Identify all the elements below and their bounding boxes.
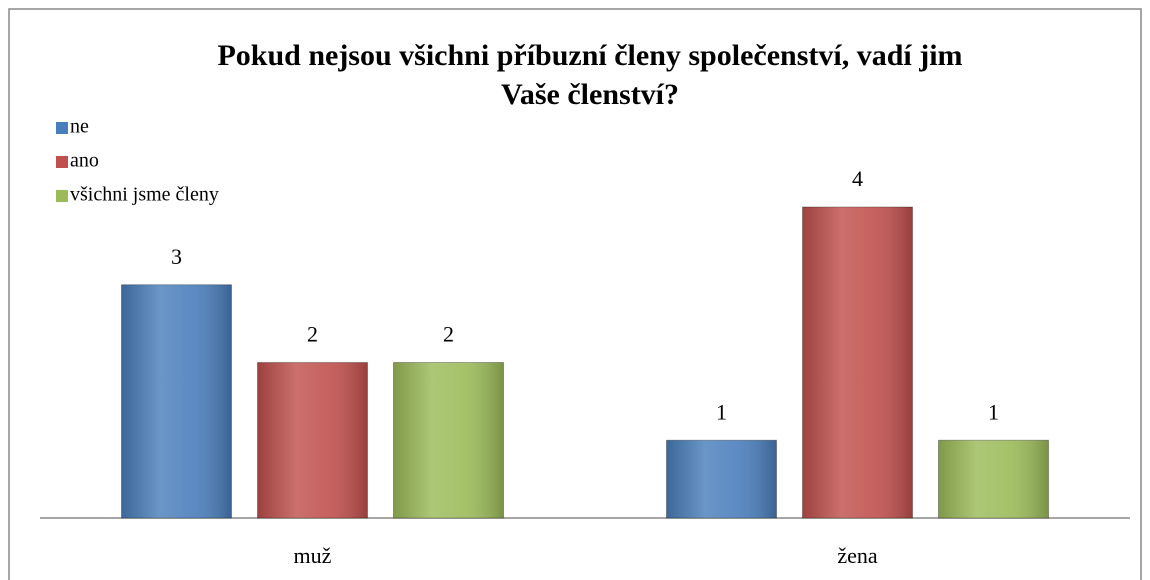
legend-label: ne — [70, 116, 89, 138]
bar-shine — [257, 362, 368, 518]
bar-shine — [666, 440, 777, 518]
x-tick-label: žena — [837, 543, 878, 568]
chart-title: Vaše členství? — [501, 78, 679, 111]
legend-swatch — [56, 190, 68, 202]
data-label: 2 — [443, 322, 454, 347]
bar-shine — [121, 284, 232, 518]
data-label: 2 — [307, 322, 318, 347]
x-tick-label: muž — [294, 543, 332, 568]
data-label: 1 — [716, 399, 727, 424]
chart-title: Pokud nejsou všichni příbuzní členy spol… — [217, 39, 962, 72]
data-label: 1 — [988, 399, 999, 424]
data-label: 4 — [852, 166, 863, 191]
legend-label: všichni jsme členy — [70, 184, 219, 206]
legend-label: ano — [70, 150, 99, 172]
bar-shine — [938, 440, 1049, 518]
bar-shine — [393, 362, 504, 518]
data-label: 3 — [171, 244, 182, 269]
legend-swatch — [56, 156, 68, 168]
bar-shine — [802, 207, 913, 518]
legend-swatch — [56, 122, 68, 134]
